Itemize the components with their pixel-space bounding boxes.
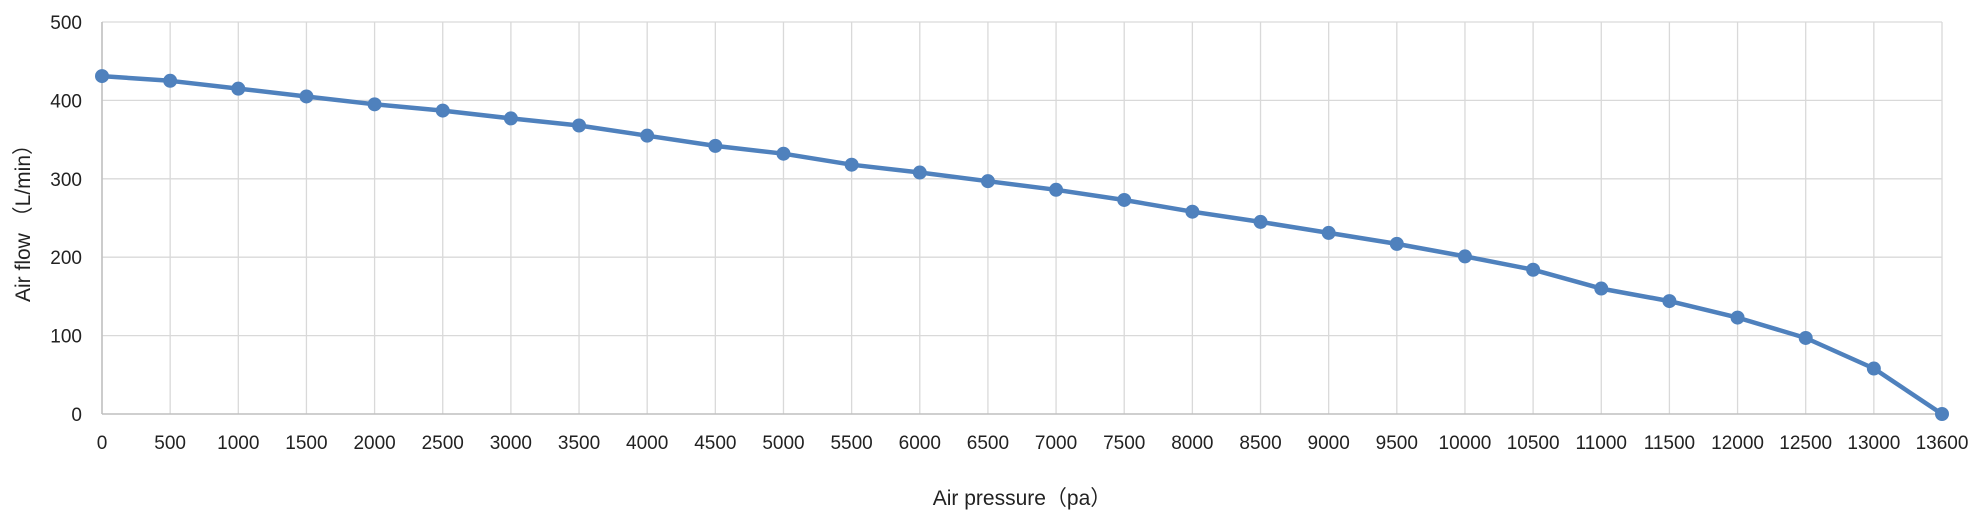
x-tick-label: 6000 <box>899 433 941 454</box>
data-point <box>844 157 859 172</box>
series-line-group <box>99 73 1945 417</box>
axes <box>101 22 1942 415</box>
x-tick-label: 12500 <box>1779 433 1832 454</box>
x-tick-label: 13000 <box>1847 433 1900 454</box>
x-tick-label: 8500 <box>1239 433 1281 454</box>
x-tick-label: 0 <box>97 433 108 454</box>
x-tick-label: 11500 <box>1644 433 1695 454</box>
grid-lines <box>101 21 1943 414</box>
y-tick-label: 0 <box>71 405 82 426</box>
x-tick-label: 1000 <box>217 433 259 454</box>
x-tick-label: 12000 <box>1711 433 1764 454</box>
x-tick-label: 11000 <box>1576 433 1627 454</box>
data-point <box>776 146 791 161</box>
data-point <box>435 103 450 118</box>
data-point <box>1866 361 1881 376</box>
data-point <box>980 174 995 189</box>
x-tick-label: 13600 <box>1916 433 1969 454</box>
x-tick-label: 5500 <box>830 433 872 454</box>
y-tick-label: 200 <box>50 248 82 269</box>
data-point <box>1253 214 1268 229</box>
data-point <box>1662 294 1677 309</box>
x-tick-label: 3500 <box>558 433 600 454</box>
data-point <box>299 89 314 104</box>
data-point <box>1457 249 1472 264</box>
y-tick-labels: 0 100 200 300 400 500 <box>50 13 82 426</box>
data-point <box>912 165 927 180</box>
data-point <box>1049 182 1064 197</box>
x-tick-label: 2000 <box>353 433 395 454</box>
data-point <box>1730 310 1745 325</box>
data-point <box>1389 236 1404 251</box>
x-tick-labels: 0 500 1000 1500 2000 2500 3000 3500 4000 4500 5000… <box>97 433 1969 454</box>
x-tick-label: 3000 <box>490 433 532 454</box>
y-tick-label: 300 <box>50 170 82 191</box>
data-point <box>95 69 109 84</box>
x-tick-label: 9000 <box>1308 433 1350 454</box>
x-tick-label: 500 <box>154 433 186 454</box>
data-point <box>708 138 723 153</box>
data-point <box>367 97 382 112</box>
x-axis-title: Air pressure（pa） <box>933 487 1112 510</box>
data-point <box>572 118 587 133</box>
data-points <box>95 69 1949 421</box>
data-point <box>1185 204 1200 219</box>
y-tick-label: 400 <box>50 91 82 112</box>
data-point <box>1935 407 1949 421</box>
x-tick-label: 1500 <box>285 433 327 454</box>
x-tick-label: 4000 <box>626 433 668 454</box>
x-tick-label: 10500 <box>1507 433 1560 454</box>
x-tick-label: 7000 <box>1035 433 1077 454</box>
x-tick-label: 9500 <box>1376 433 1418 454</box>
data-point <box>1117 192 1132 207</box>
x-tick-label: 4500 <box>694 433 736 454</box>
data-point <box>231 81 246 96</box>
data-point <box>1321 225 1336 240</box>
x-tick-label: 5000 <box>762 433 804 454</box>
y-axis-title: Air flow （L/min） <box>12 134 35 302</box>
x-tick-label: 10000 <box>1439 433 1492 454</box>
data-point <box>1798 330 1813 345</box>
data-point <box>640 128 655 143</box>
x-tick-label: 2500 <box>422 433 464 454</box>
y-tick-label: 100 <box>50 327 82 348</box>
x-tick-label: 6500 <box>967 433 1009 454</box>
x-tick-label: 7500 <box>1103 433 1145 454</box>
data-point <box>163 73 178 88</box>
data-point <box>503 111 518 126</box>
data-point <box>1526 262 1541 277</box>
x-tick-label: 8000 <box>1171 433 1213 454</box>
data-point <box>1594 281 1609 296</box>
series-line <box>99 73 1945 417</box>
y-tick-label: 500 <box>50 13 82 34</box>
